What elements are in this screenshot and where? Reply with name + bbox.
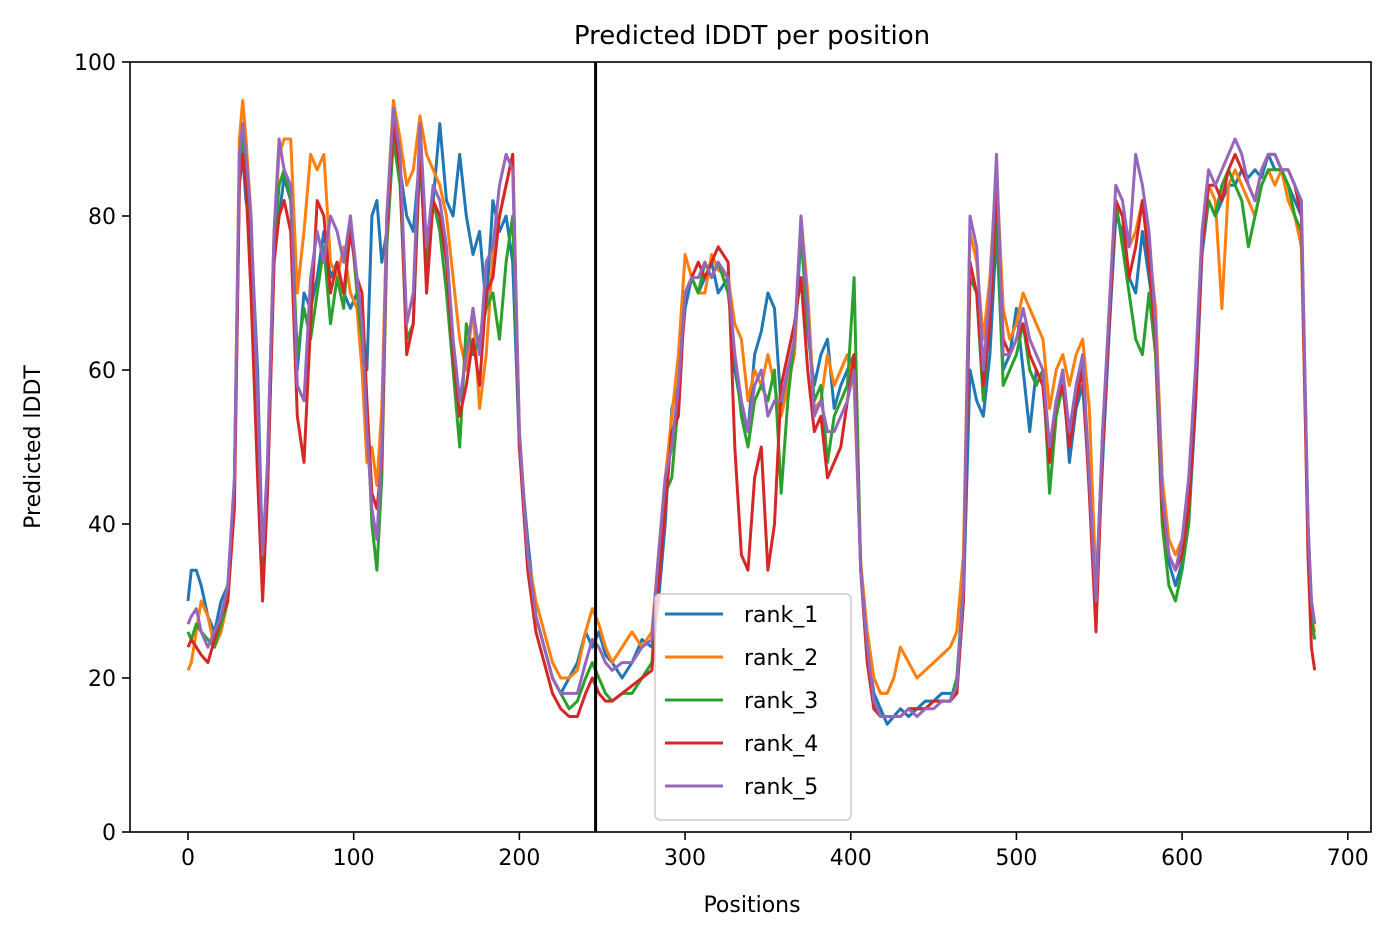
y-tick-label: 20 [88, 667, 116, 692]
legend-label: rank_4 [744, 732, 818, 757]
series-lines [186, 99, 1317, 726]
y-tick-label: 80 [88, 205, 116, 230]
y-axis-label: Predicted lDDT [21, 365, 46, 529]
x-tick-label: 700 [1327, 846, 1369, 871]
series-line-rank-2 [186, 99, 1317, 695]
legend-label: rank_3 [744, 689, 818, 714]
x-tick-label: 0 [181, 846, 195, 871]
legend: rank_1 rank_2 rank_3 rank_4 rank_5 [654, 593, 852, 821]
x-axis-label: Positions [703, 893, 800, 918]
legend-label: rank_1 [744, 603, 818, 628]
legend-label: rank_5 [744, 775, 818, 800]
series-line-rank-5 [186, 106, 1317, 718]
plot-frame [129, 61, 1372, 833]
y-tick-label: 60 [88, 359, 116, 384]
y-tick-label: 0 [102, 821, 116, 846]
x-axis-ticks: 0 100 200 300 400 500 600 700 [181, 832, 1369, 871]
legend-frame [654, 593, 852, 821]
legend-label: rank_2 [744, 646, 818, 671]
x-tick-label: 500 [995, 846, 1037, 871]
x-tick-label: 100 [333, 846, 375, 871]
x-tick-label: 300 [664, 846, 706, 871]
chart-title: Predicted lDDT per position [574, 21, 930, 51]
y-tick-label: 100 [74, 51, 116, 76]
x-tick-label: 200 [498, 846, 540, 871]
y-tick-label: 40 [88, 513, 116, 538]
x-tick-label: 600 [1161, 846, 1203, 871]
x-tick-label: 400 [830, 846, 872, 871]
y-axis-ticks: 0 20 40 60 80 100 [74, 51, 130, 846]
